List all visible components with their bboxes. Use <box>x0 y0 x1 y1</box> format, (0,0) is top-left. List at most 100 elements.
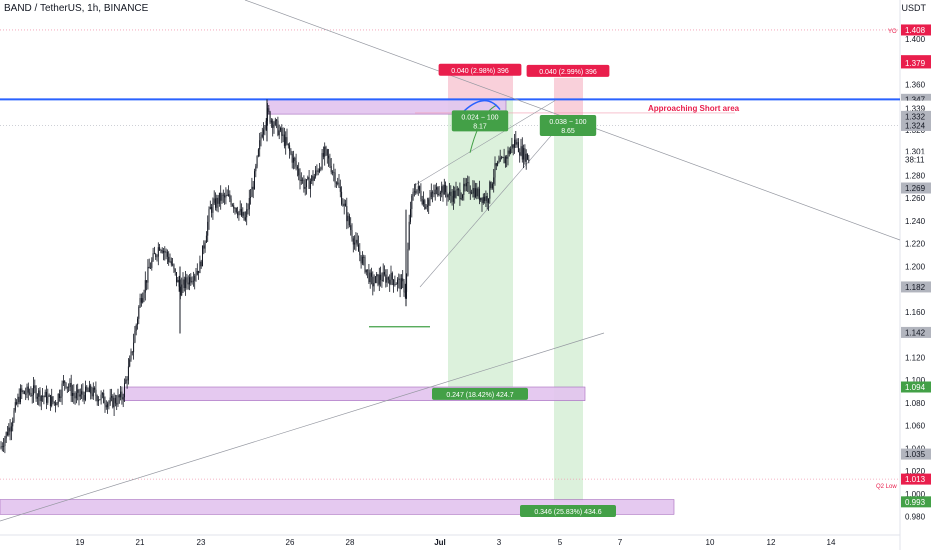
candle-body <box>263 129 265 135</box>
candle-body <box>237 212 239 216</box>
price-label: 1.142 <box>901 326 931 338</box>
candle-body <box>325 146 327 150</box>
candle-body <box>140 298 142 303</box>
candle-body <box>451 195 453 202</box>
candle-body <box>287 143 289 146</box>
candle-body <box>168 256 170 262</box>
measure-tag-green-2-text: 8.65 <box>561 128 575 135</box>
candle-body <box>126 379 128 381</box>
x-tick-label: 12 <box>767 538 776 547</box>
candle-body <box>151 260 153 268</box>
candle-body <box>480 197 482 201</box>
candle-body <box>88 385 90 392</box>
candle-body <box>442 186 444 195</box>
candle-body <box>104 403 106 406</box>
measure-tag-red-1: 0.040 (2.98%) 396 <box>438 63 522 76</box>
candle-body <box>408 221 410 250</box>
candle-body <box>493 177 495 184</box>
measure-tag-red-2-text: 0.040 (2.99%) 396 <box>539 69 597 76</box>
candle-body <box>386 277 388 283</box>
measure-tag-green-2-text: 0.038 − 100 <box>549 119 586 126</box>
candle-body <box>164 250 166 253</box>
candle-body <box>293 157 294 163</box>
candle-body <box>429 197 431 200</box>
candle-body <box>348 215 350 226</box>
candle-body <box>482 196 484 203</box>
candle-body <box>42 395 44 397</box>
candle-body <box>9 427 11 432</box>
candle-body <box>360 255 362 264</box>
candle-body <box>387 277 389 280</box>
candle-body <box>521 146 523 160</box>
candle-body <box>420 190 422 199</box>
candle-body <box>506 156 508 159</box>
candle-body <box>307 177 309 180</box>
candle-body <box>187 282 189 285</box>
q2-low-label: Q2 Low <box>876 484 897 490</box>
candle-body <box>346 206 348 222</box>
candle-body <box>319 168 320 172</box>
candle-body <box>156 256 158 258</box>
candle-body <box>182 279 184 285</box>
candle-body <box>447 194 449 198</box>
candle-body <box>189 277 190 285</box>
price-label: 1.013 <box>901 473 931 485</box>
candle-body <box>121 391 123 400</box>
candle-body <box>460 198 462 200</box>
candle-body <box>20 388 21 403</box>
x-tick-label: 7 <box>618 538 623 547</box>
candle-body <box>252 186 254 190</box>
measure-tag-green-4: 0.346 (25.83%) 434.6 <box>520 504 616 517</box>
candle-body <box>443 184 445 195</box>
candle-body <box>407 249 409 276</box>
candle-body <box>317 170 319 172</box>
candle-body <box>507 150 509 159</box>
candle-body <box>228 194 229 196</box>
candle-body <box>113 397 115 408</box>
candle-body <box>160 250 162 251</box>
candle-body <box>282 134 284 136</box>
candle-body <box>415 191 417 193</box>
candle-body <box>417 186 419 190</box>
candle-body <box>472 188 474 194</box>
measure-tag-green-3: 0.247 (18.42%) 424.7 <box>432 387 528 400</box>
candle-body <box>100 394 102 400</box>
candle-body <box>475 188 476 198</box>
candle-body <box>200 261 202 267</box>
candle-body <box>397 279 398 285</box>
candle-body <box>7 432 8 435</box>
candle-body <box>280 127 281 131</box>
candle-body <box>107 403 109 408</box>
candle-body <box>216 197 218 208</box>
y-tick-label: 1.160 <box>905 308 926 317</box>
candle-body <box>224 195 226 198</box>
price-label: 1.324 <box>901 119 931 131</box>
price-label-box <box>901 110 931 122</box>
candle-body <box>478 188 480 201</box>
candle-body <box>234 208 236 209</box>
candle-body <box>144 280 146 293</box>
candle-body <box>260 136 262 141</box>
candle-body <box>296 166 298 169</box>
x-tick-label: 19 <box>76 538 85 547</box>
candle-body <box>298 168 300 176</box>
candle-body <box>303 179 305 189</box>
candle-body <box>278 130 280 136</box>
candlesticks <box>0 99 530 454</box>
candle-body <box>157 247 159 257</box>
candle-body <box>428 199 430 206</box>
candle-body <box>125 379 127 384</box>
candle-body <box>261 134 263 137</box>
candle-body <box>13 410 15 422</box>
candle-body <box>217 197 219 204</box>
candle-body <box>254 171 255 190</box>
measure-tag-green-1-text: 8.17 <box>473 123 487 130</box>
candle-body <box>18 396 20 403</box>
candle-body <box>82 391 84 396</box>
candle-body <box>86 386 88 391</box>
y-tick-label: 1.060 <box>905 422 926 431</box>
candle-body <box>5 432 7 439</box>
price-label-text: 1.142 <box>905 328 926 337</box>
candle-body <box>471 192 473 194</box>
